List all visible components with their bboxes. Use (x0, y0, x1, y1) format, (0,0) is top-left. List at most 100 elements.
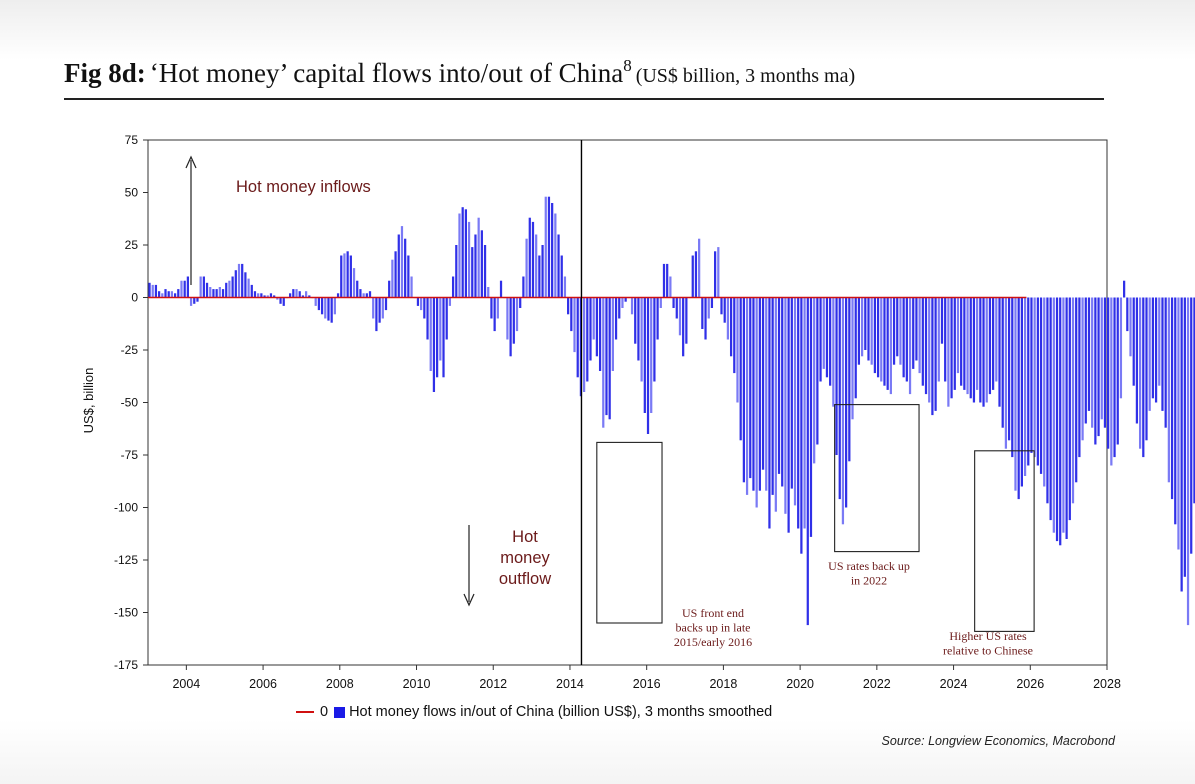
flow-bar (1023, 297, 1027, 476)
flow-bar (512, 297, 515, 344)
flow-bar (573, 297, 576, 353)
flow-bar (928, 297, 931, 403)
flow-bar (1148, 297, 1151, 411)
flow-bar (749, 297, 752, 479)
annotation-box1-line: US front end (682, 606, 744, 620)
flow-bar (803, 297, 806, 529)
flow-bar (180, 280, 183, 298)
flow-bar (522, 276, 525, 298)
flow-bar (352, 268, 356, 298)
title-units: (US$ billion, 3 months ma) (635, 65, 856, 87)
annotation-box1-line: backs up in late (676, 621, 751, 635)
flow-bar (1078, 297, 1081, 458)
highlight-box-2 (834, 404, 920, 553)
annotation-box3-line: Higher US rates (949, 629, 1027, 643)
legend-bar-swatch (334, 706, 346, 718)
flow-bar (1129, 297, 1132, 357)
flow-bar (816, 297, 819, 445)
flow-bar (899, 297, 902, 365)
flow-bar (445, 297, 448, 340)
legend-zero-line-swatch (296, 711, 314, 713)
flow-bar (493, 297, 496, 332)
flow-bar (1164, 297, 1167, 428)
flow-bar (595, 297, 599, 357)
flow-bar (841, 297, 845, 525)
flow-bar (1138, 297, 1142, 449)
flow-bar (394, 251, 397, 298)
flow-bar (1174, 297, 1177, 525)
flow-bar (956, 297, 960, 374)
flow-bar (640, 297, 643, 382)
flow-bar (333, 297, 336, 315)
flow-bar (1110, 297, 1113, 466)
flow-bar (755, 297, 758, 508)
flow-bar (982, 297, 985, 407)
flow-bar (336, 293, 340, 298)
flow-bar (509, 297, 512, 357)
flow-bar (835, 297, 838, 455)
annotation-outflow-line: outflow (499, 570, 551, 588)
y-tick-label: -125 (114, 553, 138, 567)
flow-bar (819, 297, 822, 382)
flow-bar (643, 297, 646, 413)
flow-bar (231, 276, 234, 298)
flow-bar (777, 297, 781, 474)
flow-bar (707, 297, 710, 319)
flow-bar (295, 289, 298, 298)
flow-bar (480, 230, 483, 298)
flow-bar (829, 297, 832, 386)
annotation-outflow-line: Hot (512, 528, 538, 546)
flow-bar (544, 196, 547, 298)
x-tick-label: 2020 (786, 677, 814, 691)
flow-bar (228, 280, 231, 298)
flow-bar (199, 276, 202, 298)
flow-bar (634, 297, 637, 344)
flow-bar (164, 289, 167, 298)
flow-bar (193, 297, 196, 304)
flow-bar (327, 297, 330, 321)
flow-bar (244, 272, 247, 298)
flow-bar (221, 289, 225, 298)
flow-bar (442, 297, 445, 378)
flow-bar (423, 297, 426, 319)
flow-bar (1046, 297, 1049, 504)
flow-bar (314, 297, 317, 306)
flow-bar (298, 291, 301, 298)
flow-bar (944, 297, 947, 382)
flow-bar (1123, 280, 1126, 298)
flow-bar (1030, 297, 1033, 453)
x-tick-label: 2010 (403, 677, 431, 691)
flow-bar (822, 297, 825, 369)
flow-bar (1007, 297, 1011, 441)
flow-bar (1158, 297, 1161, 386)
flow-bar (547, 196, 551, 298)
flow-bar (666, 263, 669, 298)
x-tick-label: 2012 (479, 677, 507, 691)
title-figure-number: Fig 8d: (64, 58, 146, 88)
flow-bar (535, 234, 538, 298)
flow-bar (912, 297, 915, 369)
highlight-box-3 (974, 450, 1035, 632)
flow-bar (848, 297, 851, 462)
flow-bar (381, 297, 384, 319)
flow-bar (793, 297, 797, 506)
x-tick-label: 2008 (326, 677, 354, 691)
flow-bar (1193, 297, 1195, 504)
flow-bar (1014, 297, 1017, 491)
flow-bar (691, 255, 694, 298)
flow-bar (653, 297, 656, 382)
flow-bar (410, 276, 413, 298)
flow-bar (400, 226, 404, 298)
flow-bar (784, 297, 787, 514)
flow-bar (589, 297, 592, 361)
flow-bar (876, 297, 880, 378)
flow-bar (247, 278, 250, 298)
y-tick-label: -100 (114, 501, 138, 515)
flow-bar (346, 251, 349, 298)
flow-bar (931, 297, 934, 416)
flow-bar (467, 221, 471, 298)
flow-bar (832, 297, 835, 407)
source-note: Source: Longview Economics, Macrobond (881, 734, 1115, 748)
flow-bar (215, 289, 218, 298)
